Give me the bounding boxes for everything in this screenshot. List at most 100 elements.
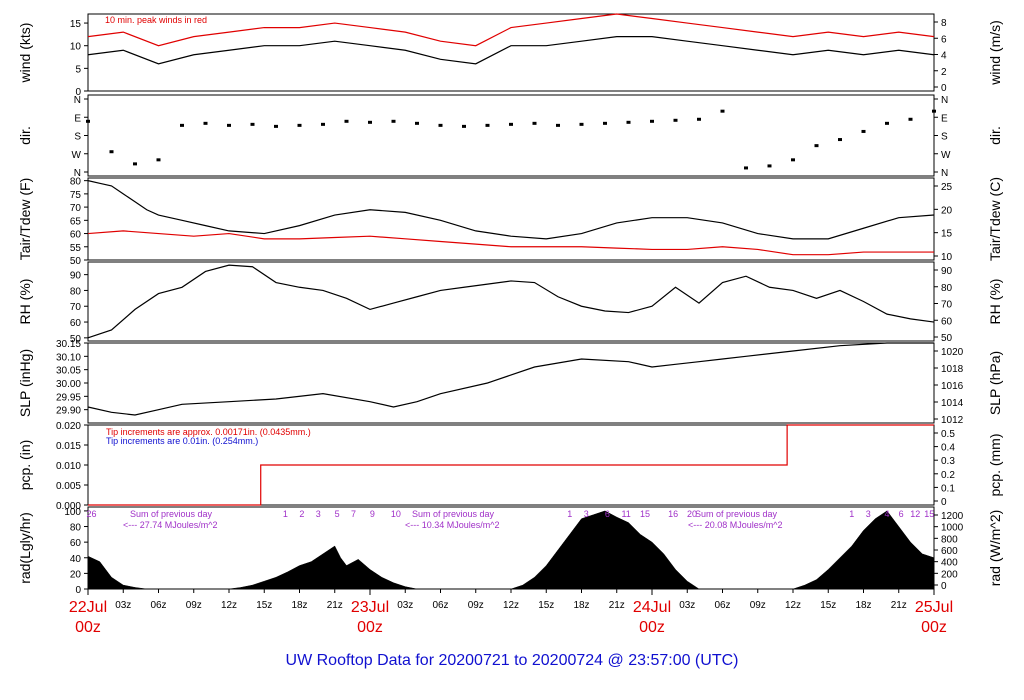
temp-frame bbox=[87, 177, 935, 261]
rad-tick-label-left: 100 bbox=[64, 507, 81, 518]
slp-tick-label-right: 1016 bbox=[941, 381, 964, 392]
dir-point bbox=[368, 120, 372, 124]
dir-point bbox=[650, 119, 654, 123]
rad-tick-label-left: 0 bbox=[75, 585, 81, 596]
date-label: 24Jul bbox=[633, 599, 671, 616]
dir-point bbox=[603, 121, 607, 125]
dir-point bbox=[415, 121, 419, 125]
x-tick-label: 15z bbox=[820, 600, 836, 611]
dir-tick-label-right: W bbox=[941, 150, 951, 161]
dir-point bbox=[697, 117, 701, 121]
panel-pcp: pcp. (in) pcp. (mm) 0.000 0.005 0.010 0.015 0.… bbox=[17, 421, 1003, 512]
slp-series-line bbox=[87, 342, 934, 416]
wind-tick-label-right: 6 bbox=[941, 34, 947, 45]
hour-marker: 7 bbox=[351, 509, 356, 519]
hour-marker: 10 bbox=[391, 509, 401, 519]
x-tick-label: 21z bbox=[609, 600, 625, 611]
slp-tick-label-right: 1018 bbox=[941, 364, 964, 375]
dir-point bbox=[932, 109, 936, 113]
dir-point bbox=[274, 124, 278, 128]
wind-tick-label-left: 15 bbox=[70, 19, 82, 30]
dir-point bbox=[156, 158, 161, 162]
dir-tick-label-right: S bbox=[941, 132, 948, 143]
wind-right-label: wind (m/s) bbox=[987, 20, 1003, 86]
wind-tick-label-left: 10 bbox=[70, 42, 82, 53]
rad-tick-label-right: 600 bbox=[941, 546, 958, 557]
rh-left-label: RH (%) bbox=[17, 279, 33, 325]
dir-point bbox=[227, 123, 231, 127]
hour-marker: 1 bbox=[849, 509, 854, 519]
x-tick-label: 15z bbox=[256, 600, 272, 611]
pcp-tick-label-left: 0.010 bbox=[56, 461, 81, 472]
rad-tick-label-left: 20 bbox=[70, 569, 82, 580]
pcp-tick-label-right: 0.1 bbox=[941, 483, 955, 494]
temp-tick-label-right: 15 bbox=[941, 229, 953, 240]
rh-tick-label-right: 90 bbox=[941, 266, 953, 277]
wind-tick-label-right: 4 bbox=[941, 51, 947, 62]
dir-point bbox=[180, 123, 184, 127]
rh-tick-label-left: 90 bbox=[70, 271, 82, 282]
slp-left-label: SLP (inHg) bbox=[17, 349, 33, 417]
dir-point bbox=[297, 123, 302, 127]
panel-wind: wind (kts) wind (m/s) 0 5 10 15 0 2 4 6 8 10 min. p… bbox=[17, 13, 1003, 98]
dir-point bbox=[767, 164, 772, 168]
dir-point bbox=[250, 122, 255, 126]
rh-tick-label-right: 70 bbox=[941, 300, 953, 311]
date-hour-label: 00z bbox=[357, 619, 383, 636]
daily-sum-note: Sum of previous day bbox=[130, 509, 213, 519]
dir-point bbox=[109, 150, 114, 154]
dir-point bbox=[814, 144, 819, 148]
slp-tick-label-right: 1020 bbox=[941, 347, 964, 358]
hour-marker: 9 bbox=[370, 509, 375, 519]
pcp-tick-label-left: 0.020 bbox=[56, 421, 81, 432]
wind-series-line bbox=[87, 13, 935, 47]
temp-series-line bbox=[87, 180, 935, 240]
temp-tick-label-left: 60 bbox=[70, 230, 82, 241]
daily-sum-note: Sum of previous day bbox=[695, 509, 778, 519]
dir-tick-label-right: E bbox=[941, 113, 948, 124]
x-axis: 03z 06z 09z 12z 15z 18z 21z 03z 06z 09z 12z 15z 18z 2… bbox=[69, 589, 953, 636]
x-tick-label: 12z bbox=[221, 600, 237, 611]
pcp-right-label: pcp. (mm) bbox=[987, 434, 1003, 497]
dir-left-label: dir. bbox=[17, 126, 33, 145]
x-tick-label: 18z bbox=[573, 600, 589, 611]
dir-tick-label-left: W bbox=[72, 150, 82, 161]
temp-tick-label-left: 55 bbox=[70, 243, 82, 254]
pcp-tick-label-right: 0.2 bbox=[941, 470, 955, 481]
x-tick-label: 06z bbox=[714, 600, 730, 611]
dir-point bbox=[791, 158, 795, 162]
rh-tick-label-left: 80 bbox=[70, 286, 82, 297]
pcp-tick-label-right: 0.3 bbox=[941, 456, 955, 467]
dir-point bbox=[908, 117, 913, 121]
temp-tick-label-right: 10 bbox=[941, 252, 953, 263]
x-tick-label: 18z bbox=[855, 600, 871, 611]
rh-tick-label-right: 50 bbox=[941, 333, 953, 344]
slp-tick-label-left: 29.90 bbox=[56, 406, 81, 417]
temp-series-line bbox=[87, 230, 934, 256]
dir-right-label: dir. bbox=[987, 126, 1003, 145]
x-tick-label: 12z bbox=[785, 600, 801, 611]
dir-point bbox=[203, 121, 208, 125]
rh-tick-label-left: 50 bbox=[70, 334, 82, 345]
dir-tick-label-left: N bbox=[74, 95, 81, 106]
hour-marker: 3 bbox=[866, 509, 871, 519]
temp-tick-label-left: 70 bbox=[70, 203, 82, 214]
date-label: 25Jul bbox=[915, 599, 953, 616]
date-label: 23Jul bbox=[351, 599, 389, 616]
dir-point bbox=[344, 119, 349, 123]
dir-point bbox=[744, 166, 748, 170]
rad-tick-label-left: 80 bbox=[70, 523, 82, 534]
dir-point bbox=[532, 121, 537, 125]
rad-right-label: rad (W/m^2) bbox=[987, 510, 1003, 587]
date-hour-label: 00z bbox=[75, 619, 101, 636]
dir-tick-label-left: N bbox=[74, 168, 81, 179]
rad-tick-label-right: 200 bbox=[941, 569, 958, 580]
dir-point bbox=[86, 119, 90, 123]
wind-series-line bbox=[87, 36, 935, 65]
slp-tick-label-left: 30.15 bbox=[56, 339, 81, 350]
daily-sum-value: <--- 27.74 MJoules/m^2 bbox=[123, 520, 218, 530]
slp-tick-label-right: 1012 bbox=[941, 415, 964, 426]
wind-left-label: wind (kts) bbox=[17, 23, 33, 84]
pcp-tick-label-left: 0.015 bbox=[56, 441, 81, 452]
